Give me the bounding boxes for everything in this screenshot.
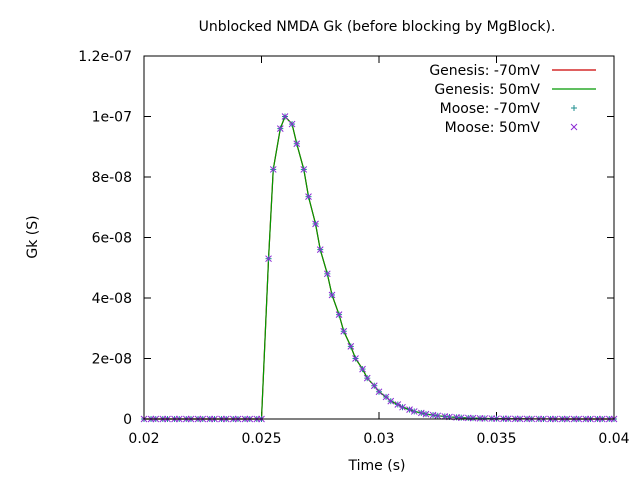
point-d2 — [335, 311, 343, 318]
point-d2 — [406, 406, 413, 413]
data-point-3 — [387, 397, 395, 405]
data-point-3 — [370, 382, 378, 390]
y-tick-label: 1.2e-07 — [78, 49, 132, 65]
x-axis-label: Time (s) — [348, 458, 406, 474]
point-d2 — [387, 397, 395, 405]
data-point-3 — [410, 408, 418, 415]
x-tick-label: 0.03 — [363, 431, 394, 447]
y-tick-label: 4e-08 — [92, 291, 132, 307]
legend: Genesis: -70mV Genesis: 50mV Moose: -70mV M… — [429, 63, 596, 136]
point-d2 — [375, 388, 383, 396]
point-d2 — [265, 255, 272, 263]
y-tick-label: 0 — [123, 412, 132, 428]
legend-swatch-3-d2 — [570, 123, 578, 131]
point-d2 — [323, 270, 331, 278]
data-point-3 — [406, 406, 413, 413]
point-d2 — [410, 408, 418, 415]
y-tick-label: 1e-07 — [92, 110, 132, 126]
x-tick-label: 0.025 — [241, 431, 281, 447]
point-d2 — [305, 193, 312, 201]
data-point-3 — [481, 415, 489, 422]
point-d2 — [481, 415, 489, 422]
point-d2 — [312, 220, 319, 228]
point-d2 — [382, 393, 390, 401]
x-tick-label: 0.035 — [476, 431, 516, 447]
y-tick-label: 2e-08 — [92, 352, 132, 368]
point-d2 — [316, 246, 324, 253]
legend-label-0: Genesis: -70mV — [429, 63, 540, 79]
axis-ticks: 0.02 0.025 0.03 0.035 0.04 0 2e-08 4e-08 6e-08 8e… — [78, 49, 629, 447]
data-point-3 — [323, 270, 331, 278]
data-point-3 — [399, 403, 406, 411]
data-point-3 — [469, 414, 477, 422]
data-point-3 — [316, 246, 324, 253]
point-d2 — [394, 401, 402, 408]
data-point-3 — [363, 374, 371, 382]
data-point-3 — [340, 327, 348, 335]
plot-area — [140, 113, 618, 423]
data-point-3 — [269, 166, 277, 173]
data-point-3 — [422, 410, 430, 418]
legend-label-2: Moose: -70mV — [440, 101, 541, 117]
data-point-3 — [300, 166, 308, 173]
point-d2 — [457, 414, 465, 422]
plot-frame — [143, 55, 615, 420]
data-point-3 — [375, 388, 383, 396]
point-d2 — [300, 166, 308, 173]
data-point-3 — [352, 355, 359, 362]
data-point-3 — [276, 125, 284, 132]
point-d2 — [340, 327, 348, 335]
point-d2 — [469, 414, 477, 422]
data-point-3 — [335, 311, 343, 318]
point-d2 — [288, 120, 296, 128]
data-point-3 — [305, 193, 312, 201]
data-point-3 — [394, 401, 402, 408]
data-point-3 — [293, 140, 301, 148]
x-tick-label: 0.02 — [128, 431, 159, 447]
point-d2 — [399, 403, 406, 411]
data-point-3 — [434, 412, 442, 420]
y-axis-label: Gk (S) — [25, 215, 41, 258]
data-point-3 — [328, 291, 336, 299]
point-d2 — [370, 382, 378, 390]
data-point-3 — [347, 343, 355, 350]
series-line-1 — [144, 115, 614, 420]
data-point-3 — [457, 414, 465, 422]
point-d2 — [269, 166, 277, 173]
point-d2 — [422, 410, 430, 418]
point-d2 — [328, 291, 336, 299]
legend-label-1: Genesis: 50mV — [434, 82, 540, 98]
point-d2 — [359, 365, 366, 373]
data-point-3 — [265, 255, 272, 263]
series-line-0 — [144, 115, 614, 420]
point-d2 — [281, 113, 289, 120]
point-d2 — [347, 343, 355, 350]
point-d2 — [352, 355, 359, 362]
chart-title: Unblocked NMDA Gk (before blocking by Mg… — [199, 19, 556, 35]
point-d2 — [434, 412, 442, 420]
data-point-3 — [288, 120, 296, 128]
data-point-3 — [359, 365, 366, 373]
point-d2 — [363, 374, 371, 382]
data-point-3 — [281, 113, 289, 120]
y-tick-label: 8e-08 — [92, 170, 132, 186]
y-tick-label: 6e-08 — [92, 231, 132, 247]
legend-label-3: Moose: 50mV — [445, 120, 541, 136]
x-tick-label: 0.04 — [598, 431, 629, 447]
data-point-3 — [312, 220, 319, 228]
point-d2 — [293, 140, 301, 148]
point-d2 — [276, 125, 284, 132]
